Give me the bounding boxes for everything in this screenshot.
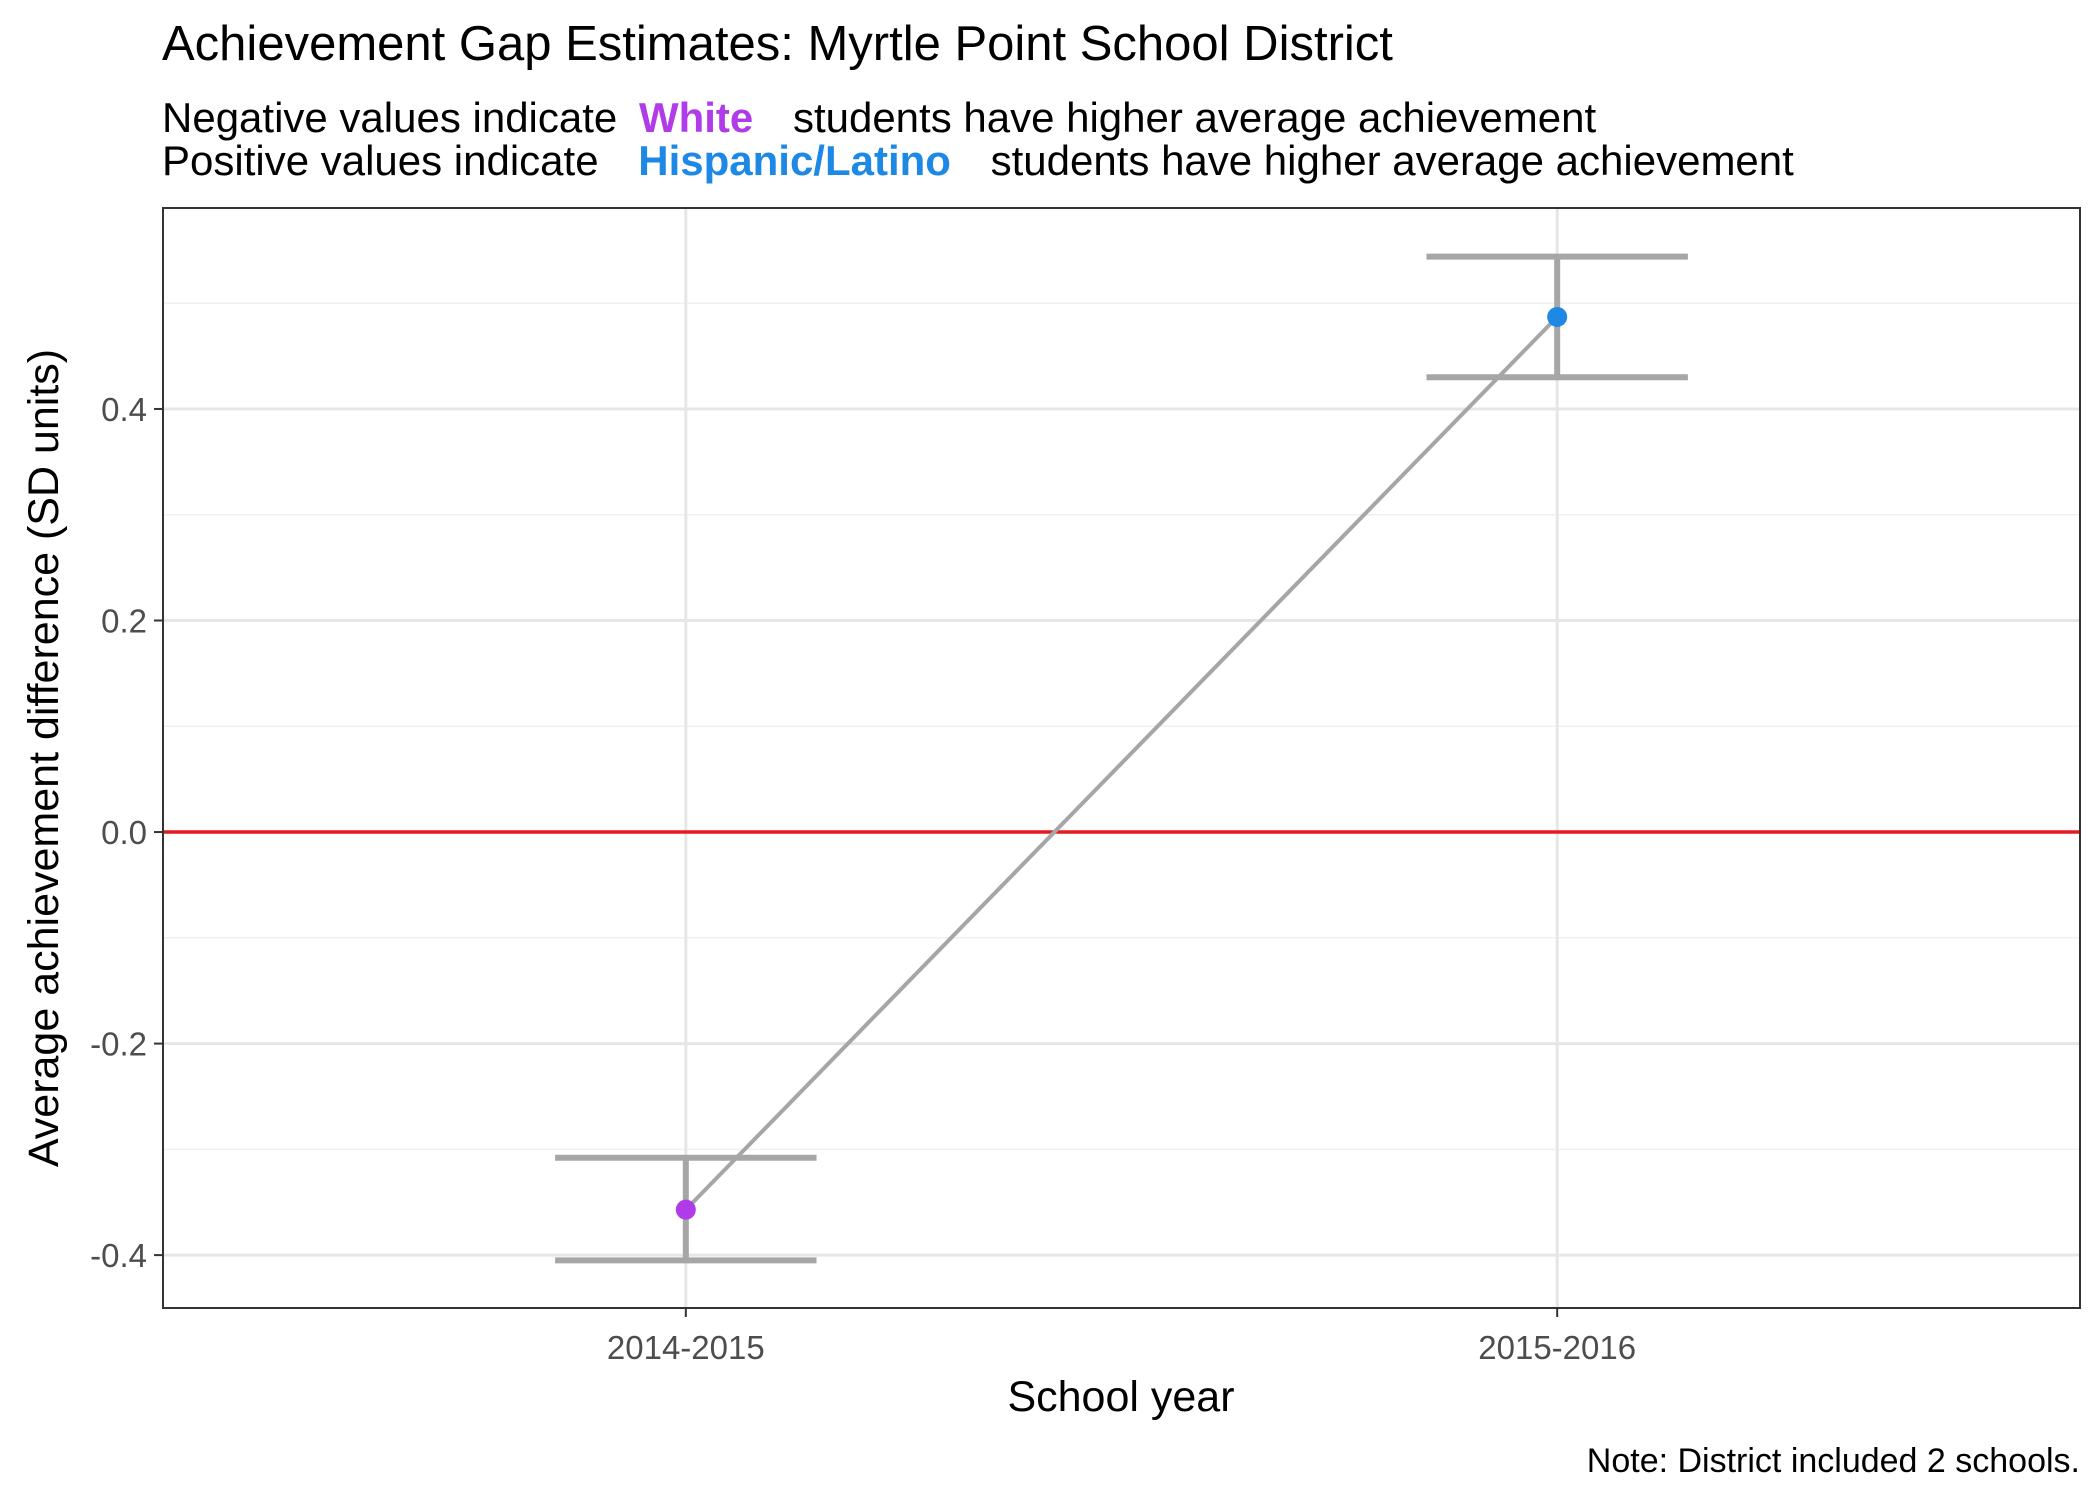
subtitle-2-highlight: Hispanic/Latino [638, 137, 951, 184]
subtitle-1-highlight: White [639, 94, 753, 141]
grid-minor [163, 302, 2080, 1151]
subtitle-2-before: Positive values indicate [162, 137, 599, 184]
y-tick-label: 0.2 [101, 603, 147, 640]
chart-title: Achievement Gap Estimates: Myrtle Point … [162, 17, 1393, 71]
y-tick-label: -0.2 [90, 1026, 147, 1063]
x-tick-label: 2015-2016 [1478, 1329, 1636, 1366]
y-axis-ticks: -0.4 -0.2 0.0 0.2 0.4 [90, 391, 163, 1274]
x-axis-ticks: 2014-2015 2015-2016 [607, 1308, 1636, 1366]
y-tick-label: 0.0 [101, 814, 147, 851]
x-axis-label: School year [1007, 1373, 1234, 1421]
chart-subtitle-line-2: Positive values indicate Hispanic/Latino… [162, 137, 1794, 184]
subtitle-1-after: students have higher average achievement [793, 94, 1597, 141]
chart-caption: Note: District included 2 schools. [1587, 1442, 2080, 1480]
point-layer [675, 306, 1568, 1220]
connector-line [684, 315, 1559, 1212]
subtitle-1-before: Negative values indicate [162, 94, 617, 141]
panel-border [162, 207, 2081, 1309]
y-tick-label: 0.4 [101, 391, 147, 428]
connector-layer [684, 315, 1559, 1212]
data-point [1547, 306, 1568, 327]
y-tick-label: -0.4 [90, 1237, 147, 1274]
y-axis-label: Average achievement difference (SD units… [20, 349, 68, 1167]
chart-subtitle-line-1: Negative values indicate White students … [162, 94, 1596, 141]
subtitle-2-after: students have higher average achievement [991, 137, 1795, 184]
data-point [675, 1199, 696, 1220]
x-tick-label: 2014-2015 [607, 1329, 765, 1366]
